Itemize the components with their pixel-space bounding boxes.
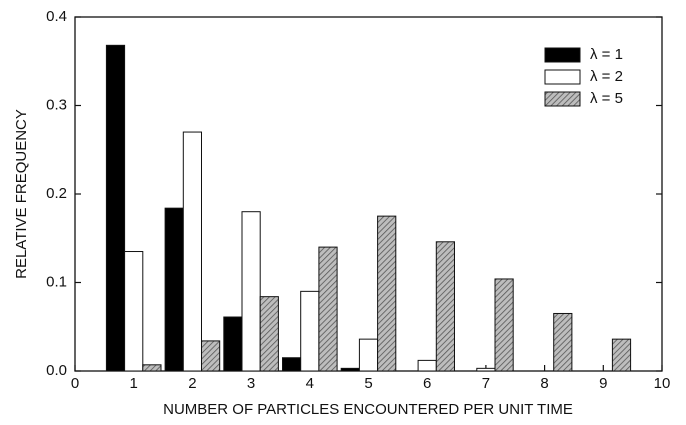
bar: [223, 316, 243, 372]
x-tick-label: 2: [188, 375, 196, 392]
y-tick-label: 0.3: [46, 96, 67, 113]
bar: [182, 131, 202, 372]
x-tick-label: 9: [599, 375, 607, 392]
x-tick-label: 1: [130, 375, 138, 392]
bar: [200, 340, 221, 372]
legend-label: λ = 2: [590, 68, 623, 85]
bar: [318, 246, 338, 372]
bar: [476, 367, 496, 372]
bar: [417, 359, 437, 372]
legend-swatch: [544, 91, 581, 107]
y-tick-label: 0.0: [46, 362, 67, 379]
x-tick-label: 3: [247, 375, 255, 392]
legend-swatch: [544, 69, 581, 85]
y-axis-label: RELATIVE FREQUENCY: [13, 109, 30, 279]
bar: [435, 241, 455, 372]
x-tick-label: 10: [654, 375, 671, 392]
bar: [494, 278, 514, 372]
bar: [142, 364, 162, 372]
x-tick-label: 8: [540, 375, 548, 392]
bar: [124, 251, 144, 372]
legend-swatch: [544, 47, 581, 63]
x-tick-label: 7: [482, 375, 490, 392]
bar: [105, 44, 126, 372]
bar: [377, 215, 397, 372]
y-tick-label: 0.1: [46, 273, 67, 290]
bar: [241, 211, 261, 372]
y-tick-label: 0.4: [46, 8, 67, 25]
bar: [611, 338, 632, 372]
legend-label: λ = 5: [590, 90, 623, 107]
bar: [164, 207, 184, 372]
bar: [358, 338, 379, 372]
bar: [553, 312, 573, 372]
y-tick-label: 0.2: [46, 185, 67, 202]
x-axis-label: NUMBER OF PARTICLES ENCOUNTERED PER UNIT…: [163, 401, 573, 418]
x-tick-label: 6: [423, 375, 431, 392]
legend-label: λ = 1: [590, 46, 623, 63]
bar: [259, 296, 279, 372]
x-tick-label: 5: [364, 375, 372, 392]
x-tick-label: 4: [306, 375, 314, 392]
x-tick-label: 0: [71, 375, 79, 392]
bar: [300, 290, 320, 372]
bar: [282, 357, 302, 372]
bar: [340, 367, 360, 372]
